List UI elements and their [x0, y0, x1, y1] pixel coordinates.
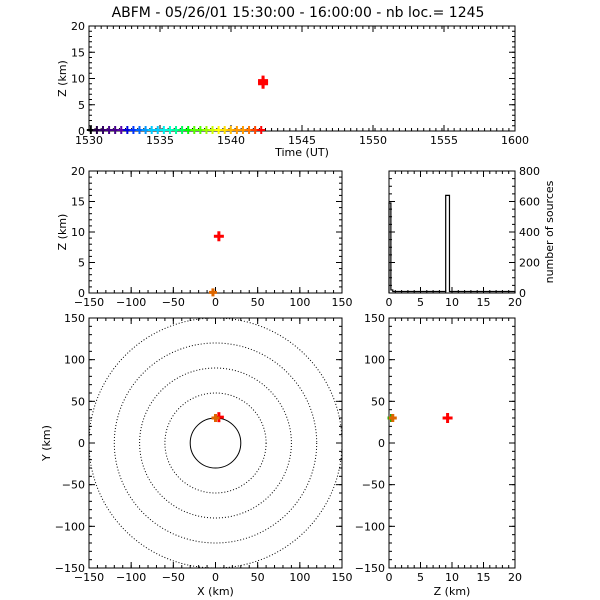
- y-tick-label: 150: [64, 312, 85, 325]
- x-tick-label: 0: [212, 296, 219, 309]
- y-tick-label: 5: [78, 257, 85, 270]
- x-tick-label: 20: [508, 296, 522, 309]
- y-tick-label: −50: [362, 479, 385, 492]
- histogram-y-axis-label: number of sources: [543, 180, 556, 283]
- x-tick-label: 100: [289, 296, 310, 309]
- y-tick-label: 100: [64, 354, 85, 367]
- y-tick-label: 100: [364, 354, 385, 367]
- y-axis-label: Z (km): [56, 60, 69, 97]
- y-tick-label: 20: [71, 20, 85, 33]
- y-tick-label: 200: [519, 257, 540, 270]
- x-tick-label: 1535: [146, 134, 174, 147]
- histogram-frame: [388, 170, 516, 294]
- x-tick-label: 10: [445, 571, 459, 584]
- histogram-line: [388, 194, 516, 293]
- x-tick-label: −100: [116, 296, 146, 309]
- y-tick-label: 0: [378, 437, 385, 450]
- x-tick-label: 150: [332, 296, 353, 309]
- y-tick-label: 400: [519, 226, 540, 239]
- x-height-frame: [88, 170, 343, 294]
- y-tick-label: 0: [78, 287, 85, 300]
- x-tick-label: 50: [251, 296, 265, 309]
- x-tick-label: 15: [477, 296, 491, 309]
- x-tick-label: 1530: [75, 134, 103, 147]
- y-tick-label: 10: [71, 73, 85, 86]
- x-tick-label: 1545: [288, 134, 316, 147]
- height-y-frame: [388, 317, 516, 569]
- y-tick-label: 20: [71, 165, 85, 178]
- x-tick-label: 150: [332, 571, 353, 584]
- x-tick-label: 1550: [359, 134, 387, 147]
- x-axis-label: X (km): [197, 585, 234, 598]
- x-tick-label: −150: [74, 296, 104, 309]
- y-tick-label: 15: [71, 46, 85, 59]
- x-tick-label: 15: [477, 571, 491, 584]
- y-tick-label: −150: [355, 562, 385, 575]
- time-height-frame: [88, 25, 516, 132]
- x-tick-label: 50: [251, 571, 265, 584]
- y-tick-label: −50: [62, 479, 85, 492]
- range-ring: [164, 392, 267, 494]
- range-ring: [189, 417, 242, 469]
- x-tick-label: −150: [74, 571, 104, 584]
- y-tick-label: 0: [519, 287, 526, 300]
- x-tick-label: −50: [162, 296, 185, 309]
- y-tick-label: 600: [519, 196, 540, 209]
- x-tick-label: 0: [386, 296, 393, 309]
- y-tick-label: 0: [78, 125, 85, 138]
- x-tick-label: 20: [508, 571, 522, 584]
- x-height-panel: −150 −100 −50 0 50 100 150 0 5 10 15 20 Z (km): [56, 165, 353, 309]
- x-tick-label: −50: [162, 571, 185, 584]
- x-tick-label: 10: [445, 296, 459, 309]
- x-tick-label: 1600: [501, 134, 529, 147]
- x-tick-label: 1540: [217, 134, 245, 147]
- x-tick-label: 0: [386, 571, 393, 584]
- y-tick-label: 15: [71, 196, 85, 209]
- y-tick-label: 0: [78, 437, 85, 450]
- y-tick-label: 150: [364, 312, 385, 325]
- x-tick-label: 1555: [430, 134, 458, 147]
- y-tick-label: 50: [371, 395, 385, 408]
- range-ring: [89, 318, 342, 568]
- figure-title: ABFM - 05/26/01 15:30:00 - 16:00:00 - nb…: [112, 5, 485, 21]
- x-tick-label: 0: [212, 571, 219, 584]
- height-y-panel: 0 5 10 15 20 −150 −100 −50 0 50 100 150 Z (km): [355, 312, 522, 598]
- range-ring: [113, 342, 318, 544]
- y-tick-label: −100: [355, 520, 385, 533]
- x-tick-label: 5: [417, 571, 424, 584]
- y-tick-label: 10: [71, 226, 85, 239]
- x-tick-label: 5: [417, 296, 424, 309]
- x-axis-label: Time (UT): [274, 146, 329, 159]
- plan-view-frame: [88, 317, 343, 569]
- y-tick-label: −150: [55, 562, 85, 575]
- x-axis-label: Z (km): [434, 585, 471, 598]
- y-tick-label: 5: [78, 99, 85, 112]
- time-height-panel: 1530 1535 1540 1545 1550 1555 1600 0 5 10 15 20 Time…: [56, 20, 529, 159]
- y-tick-label: −100: [55, 520, 85, 533]
- y-tick-label: 50: [71, 395, 85, 408]
- y-axis-label: Z (km): [56, 214, 69, 251]
- y-tick-label: 800: [519, 165, 540, 178]
- range-ring: [139, 367, 292, 519]
- range-rings: [89, 318, 342, 568]
- plan-view-panel: −150 −100 −50 0 50 100 150 −150 −100 −50 0 50 100 150…: [40, 312, 353, 598]
- y-axis-label: Y (km): [40, 425, 53, 462]
- x-tick-label: 100: [289, 571, 310, 584]
- x-tick-label: −100: [116, 571, 146, 584]
